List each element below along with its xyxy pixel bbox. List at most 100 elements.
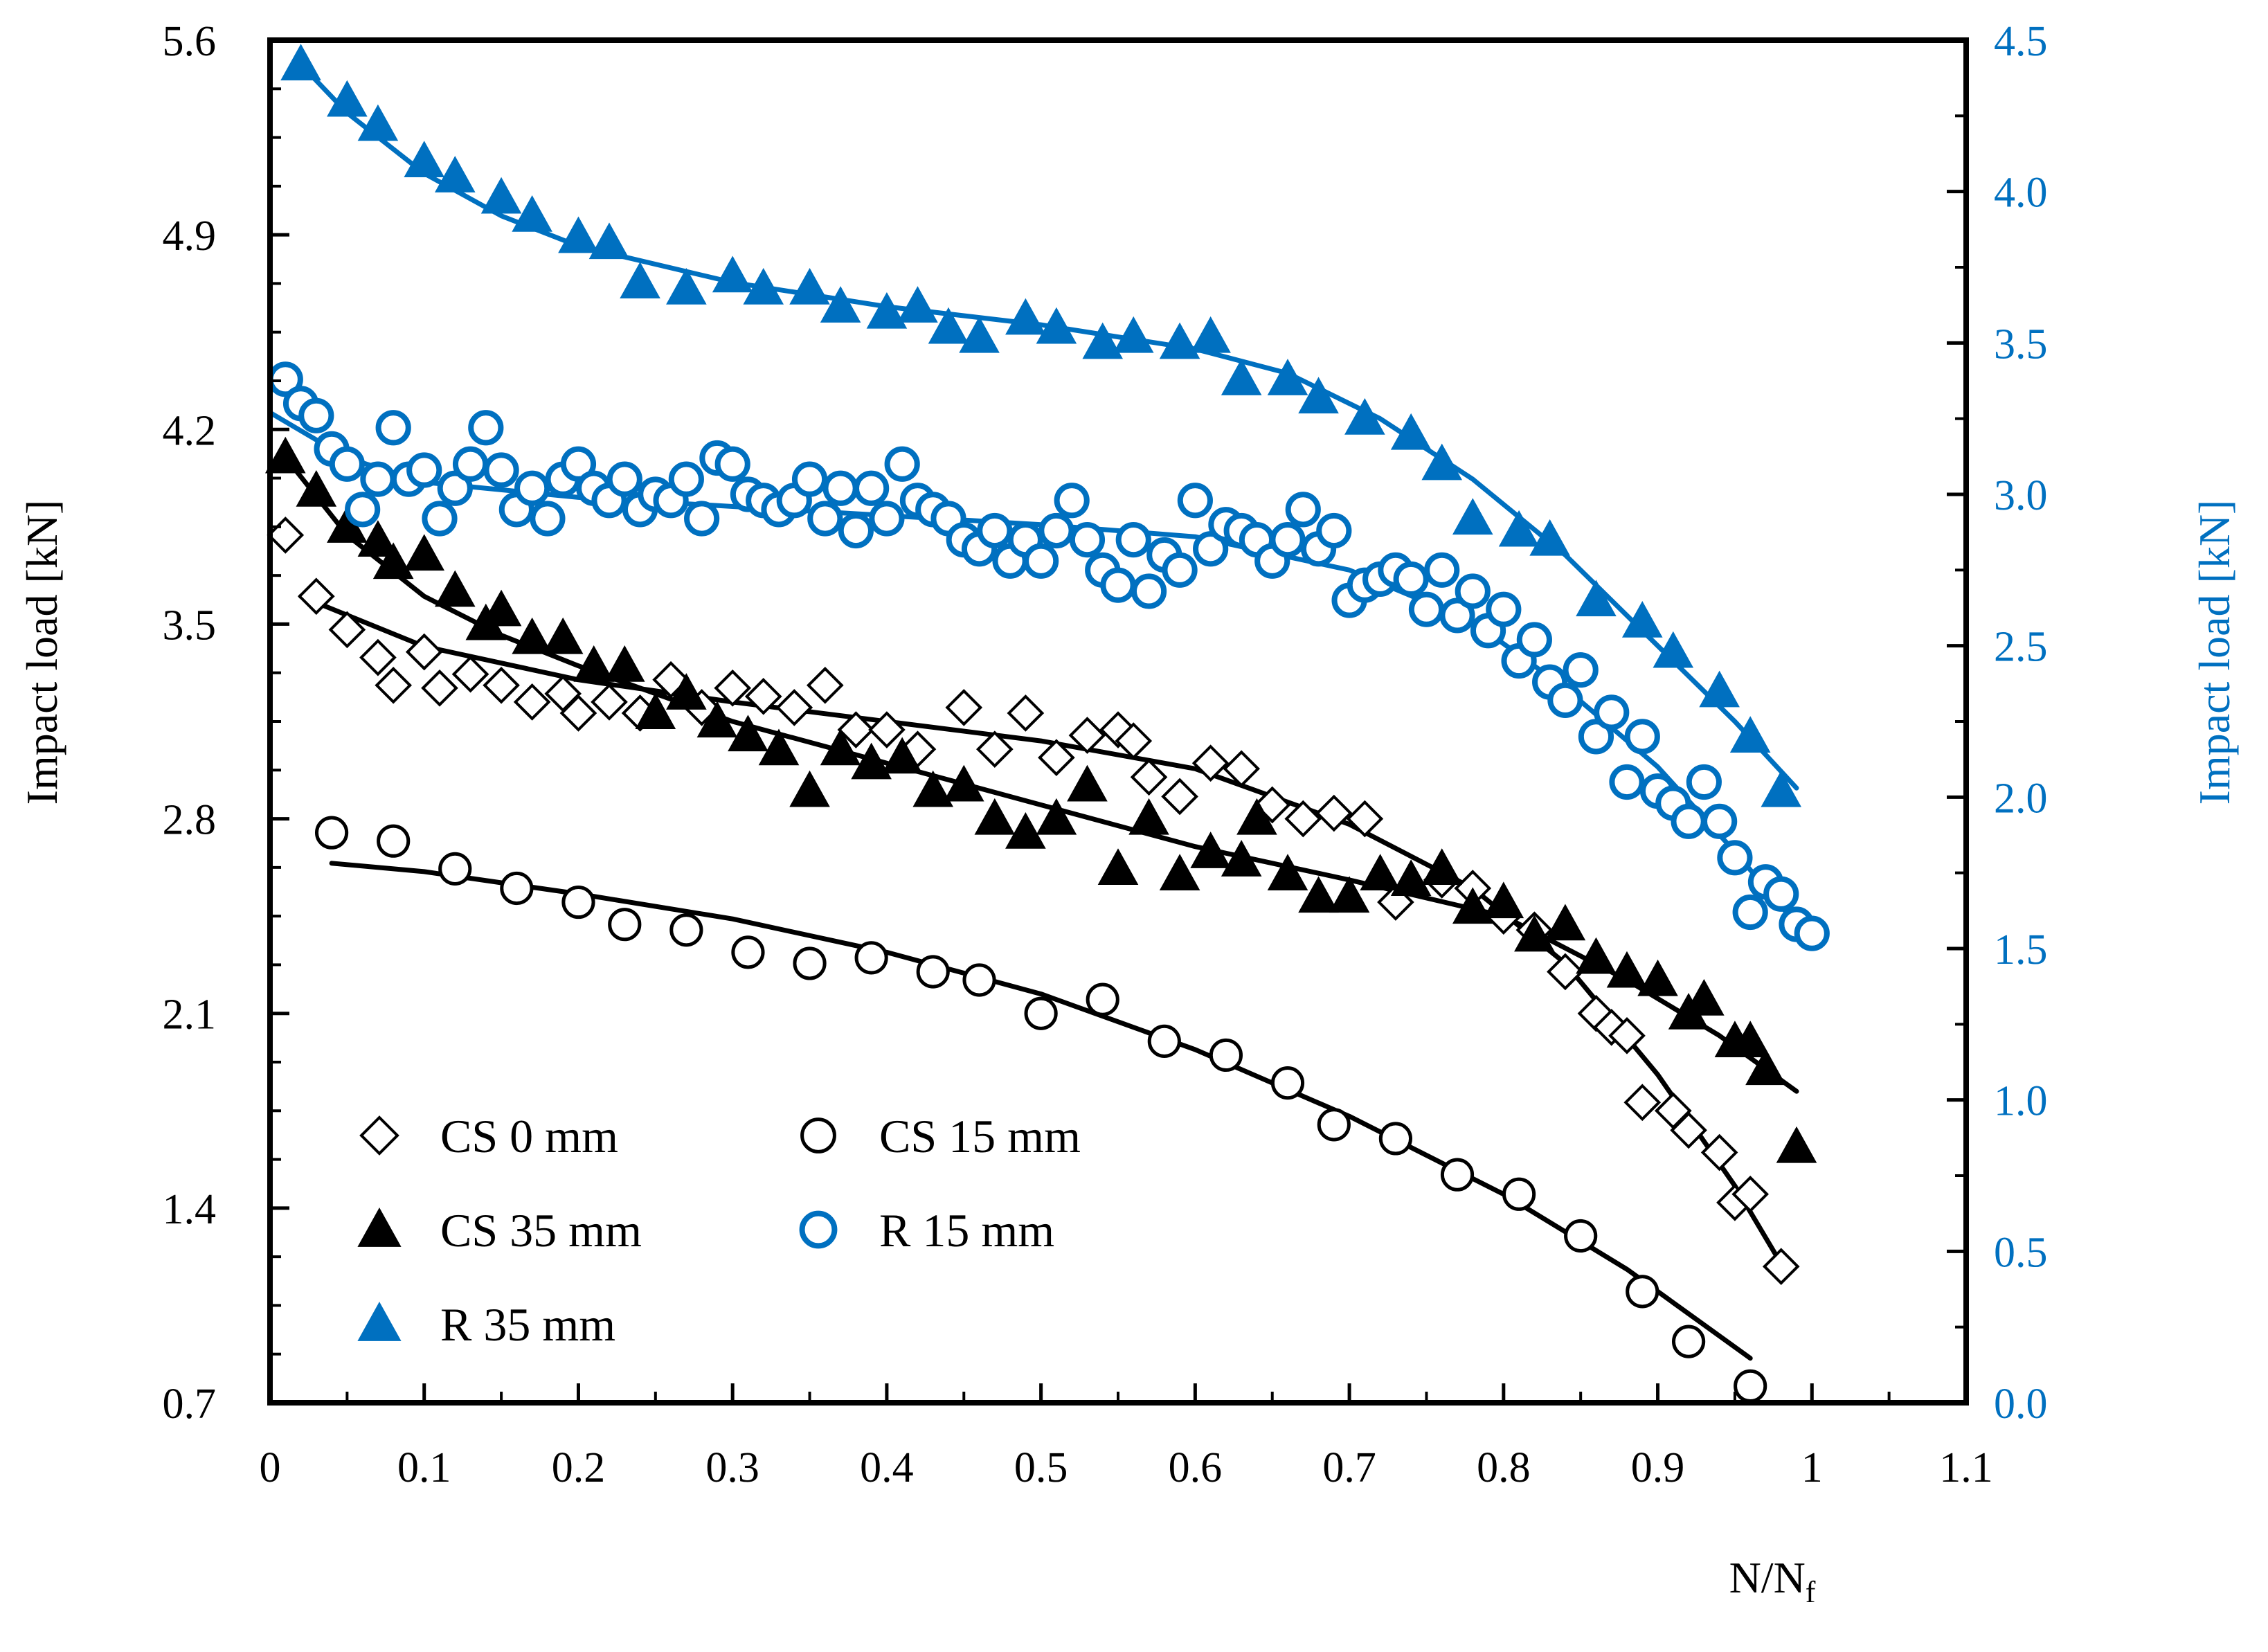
point-cs-35-mm — [1514, 915, 1555, 952]
point-cs-15-mm — [608, 908, 642, 942]
point-r-35-mm — [512, 195, 552, 232]
point-r-35-mm — [820, 286, 861, 323]
point-r-15-mm — [1455, 573, 1491, 609]
point-cs-35-mm — [696, 701, 738, 738]
point-r-15-mm — [483, 452, 519, 488]
y-right-tick-label: 3.0 — [1994, 472, 2048, 519]
point-cs-15-mm — [1024, 996, 1058, 1030]
x-tick-label: 0.8 — [1477, 1444, 1531, 1491]
point-r-35-mm — [866, 291, 908, 329]
point-r-15-mm — [822, 470, 858, 506]
point-cs-35-mm — [573, 645, 615, 682]
point-r-15-mm — [838, 512, 874, 549]
y-left-tick-label: 4.2 — [163, 407, 217, 454]
point-cs-15-mm — [1147, 1024, 1181, 1058]
point-r-15-mm — [714, 446, 750, 482]
point-cs-35-mm — [542, 617, 584, 654]
point-r-15-mm — [1794, 915, 1830, 951]
point-cs-15-mm — [1502, 1177, 1536, 1211]
point-r-15-mm — [1054, 483, 1090, 519]
point-r-35-mm — [1529, 519, 1570, 556]
legend-label-r-15-mm: R 15 mm — [879, 1204, 1054, 1257]
point-cs-35-mm — [480, 589, 522, 627]
point-cs-0-mm — [1670, 1111, 1707, 1149]
point-cs-0-mm — [1623, 1084, 1662, 1122]
point-cs-0-mm — [513, 683, 551, 721]
point-r-35-mm — [959, 316, 1000, 353]
legend-label-r-35-mm: R 35 mm — [440, 1298, 615, 1351]
point-r-35-mm — [558, 216, 599, 253]
y-left-tick-label: 0.7 — [163, 1381, 217, 1428]
point-cs-35-mm — [1606, 951, 1648, 988]
point-cs-0-mm — [328, 611, 366, 649]
point-cs-0-mm — [1284, 800, 1322, 838]
point-r-15-mm — [1717, 840, 1753, 876]
point-cs-35-mm — [728, 715, 768, 752]
point-cs-0-mm — [483, 666, 520, 704]
point-r-15-mm — [514, 470, 550, 506]
point-cs-0-mm — [1700, 1133, 1738, 1171]
point-cs-35-mm — [1421, 848, 1463, 885]
point-cs-35-mm — [1298, 876, 1339, 913]
point-r-15-mm — [422, 501, 458, 537]
y-left-tick-label: 1.4 — [163, 1186, 217, 1233]
y-left-tick-label: 3.5 — [163, 602, 217, 649]
point-cs-0-mm — [375, 666, 413, 704]
point-r-35-mm — [1036, 307, 1077, 344]
point-r-15-mm — [1609, 764, 1645, 800]
point-cs-35-mm — [1483, 881, 1524, 919]
x-tick-label: 0.4 — [860, 1444, 914, 1491]
point-cs-35-mm — [404, 534, 445, 571]
point-cs-35-mm — [357, 520, 399, 557]
point-cs-0-mm — [1038, 739, 1075, 777]
x-tick-label: 1.1 — [1939, 1444, 1993, 1491]
point-cs-35-mm — [1005, 811, 1046, 849]
point-cs-15-mm — [854, 941, 888, 975]
point-cs-15-mm — [438, 852, 472, 886]
point-r-35-mm — [743, 267, 784, 305]
point-cs-0-mm — [1731, 1175, 1770, 1213]
point-cs-35-mm — [1360, 854, 1401, 890]
point-cs-35-mm — [1729, 1021, 1771, 1057]
point-r-15-mm — [1193, 531, 1229, 567]
y-right-tick-label: 2.5 — [1994, 624, 2048, 671]
point-cs-0-mm — [1161, 778, 1198, 816]
point-cs-0-mm — [775, 689, 813, 726]
y-right-tick-label: 0.0 — [1994, 1381, 2048, 1428]
x-axis-title-subscript: f — [1806, 1575, 1816, 1609]
tick-labels: 0 0.1 0.2 0.3 0.4 0.5 0.6 0.7 0.8 0.9 1 1.1 0.7 1.4 2.… — [163, 18, 2048, 1491]
point-cs-0-mm — [652, 661, 690, 699]
point-cs-0-mm — [1547, 953, 1584, 991]
point-cs-35-mm — [264, 436, 306, 474]
point-r-15-mm — [1038, 512, 1074, 549]
x-tick-label: 1 — [1801, 1444, 1823, 1491]
point-cs-35-mm — [1684, 978, 1725, 1016]
point-r-15-mm — [1671, 803, 1707, 839]
point-cs-0-mm — [945, 689, 983, 726]
point-r-35-mm — [1452, 498, 1493, 535]
point-r-35-mm — [1421, 443, 1463, 481]
point-r-15-mm — [1393, 561, 1429, 598]
point-cs-0-mm — [837, 711, 875, 748]
point-r-15-mm — [1686, 764, 1722, 800]
point-cs-35-mm — [296, 469, 337, 507]
point-r-35-mm — [1298, 377, 1339, 414]
legend-label-cs-35-mm: CS 35 mm — [440, 1204, 642, 1257]
point-cs-15-mm — [314, 816, 349, 850]
point-r-35-mm — [280, 44, 321, 81]
y-right-tick-label: 2.0 — [1994, 775, 2048, 822]
point-cs-0-mm — [405, 633, 443, 671]
point-cs-15-mm — [500, 871, 534, 906]
x-tick-label: 0.5 — [1014, 1444, 1068, 1491]
y-left-tick-label: 5.6 — [163, 18, 217, 65]
point-cs-15-mm — [377, 824, 411, 858]
point-r-15-mm — [977, 512, 1013, 549]
point-cs-0-mm — [1007, 694, 1045, 732]
point-cs-0-mm — [359, 638, 397, 676]
y-right-tick-label: 4.0 — [1994, 170, 2048, 217]
point-r-35-mm — [1498, 510, 1540, 547]
point-cs-15-mm — [1671, 1325, 1706, 1358]
x-tick-label: 0 — [260, 1444, 281, 1491]
point-cs-0-mm — [1130, 758, 1168, 796]
legend-marker-r-35-mm — [357, 1302, 402, 1341]
